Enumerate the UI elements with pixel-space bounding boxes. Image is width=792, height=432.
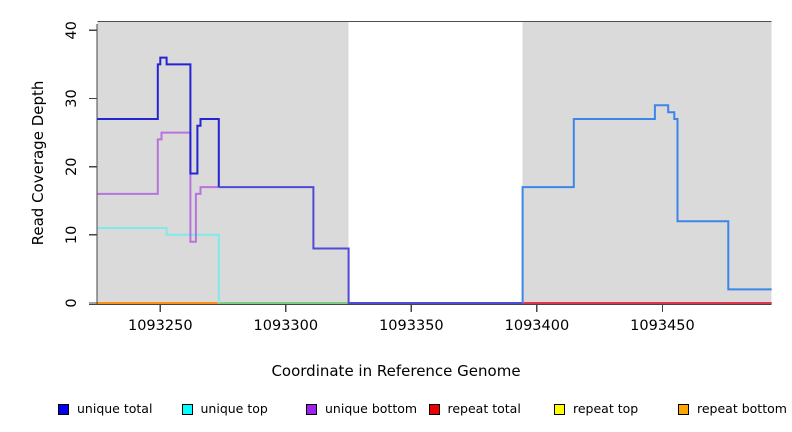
left-gray-region [97,21,349,303]
legend-item-repeat-top: repeat top [554,399,638,419]
legend-swatch-repeat-top [554,403,565,415]
legend-item-repeat-total: repeat total [428,399,521,419]
series-unique-total-left [97,56,220,188]
legend: unique total unique top unique bottom repea… [0,399,792,423]
legend-label-repeat-total: repeat total [447,401,521,416]
x-tick-label: 1093250 [128,318,193,334]
legend-label-repeat-top: repeat top [573,401,639,416]
y-tick-label: 40 [64,21,80,39]
series-unique-top-left [97,227,220,303]
x-tick-label: 1093350 [379,318,444,334]
legend-item-unique-total: unique total [58,399,152,419]
legend-item-unique-top: unique top [181,399,268,419]
x-tick-label: 1093400 [505,318,570,334]
legend-swatch-unique-bottom [306,403,317,415]
series-unique-bottom-left [97,131,219,243]
legend-label-unique-total: unique total [77,401,153,416]
y-tick-label: 0 [64,298,80,307]
legend-swatch-repeat-bottom [678,403,689,415]
x-tick-label: 1093450 [630,318,695,334]
legend-swatch-unique-top [181,403,193,415]
y-tick-label: 30 [64,89,80,107]
series-unique-total-top-right [521,104,772,303]
legend-item-unique-bottom: unique bottom [306,399,417,419]
legend-label-repeat-bottom: repeat bottom [697,401,787,416]
x-axis-title: Coordinate in Reference Genome [271,362,521,380]
series-unique-total-bottom-overlap [218,186,523,304]
legend-label-unique-top: unique top [200,401,268,416]
x-tick-label: 1093300 [254,318,319,334]
legend-swatch-unique-total [58,403,69,415]
legend-item-repeat-bottom: repeat bottom [678,399,787,419]
y-axis-title: Read Coverage Depth [29,80,47,246]
y-tick-label: 20 [64,157,80,175]
legend-swatch-repeat-total [428,403,440,415]
y-tick-label: 10 [64,226,80,244]
legend-label-unique-bottom: unique bottom [325,401,418,416]
right-gray-region [522,21,772,303]
